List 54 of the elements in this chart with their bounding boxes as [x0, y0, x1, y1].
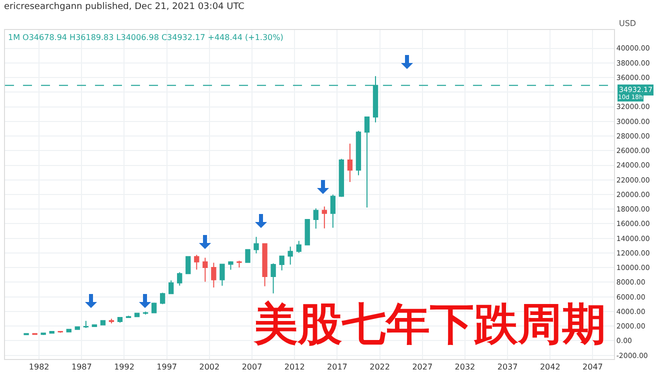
candlestick — [322, 206, 327, 229]
candlestick — [151, 302, 157, 314]
x-tick-label: 2017 — [327, 362, 348, 372]
candlestick — [304, 218, 310, 246]
chart-subtitle: ericresearchgann published, Dec 21, 2021 03:04 UTC — [4, 2, 244, 12]
x-tick-label: 2047 — [582, 362, 603, 372]
candlestick — [194, 254, 200, 270]
candlestick — [254, 236, 259, 254]
candlestick — [32, 332, 38, 336]
candlestick — [177, 272, 182, 286]
x-tick-label: 2037 — [497, 362, 518, 372]
candlestick — [220, 264, 225, 286]
x-tick-label: 2002 — [199, 362, 220, 372]
candlestick — [58, 330, 63, 334]
candlestick — [24, 332, 29, 336]
x-tick-label: 2007 — [242, 362, 262, 372]
candlestick — [108, 318, 114, 324]
x-tick-label: 1992 — [114, 362, 134, 372]
candlestick — [347, 143, 353, 182]
candlestick — [186, 256, 191, 275]
candlestick — [262, 243, 268, 287]
candlestick — [117, 317, 123, 324]
chart-title: 1M O34678.94 H36189.83 L34006.98 C34932.17 +448.44 (+1.30%) — [8, 33, 284, 42]
candlestick — [211, 262, 216, 288]
x-tick-label: 2027 — [412, 362, 433, 372]
x-tick-label: 1982 — [28, 362, 50, 372]
candlestick — [66, 328, 72, 333]
candlestick — [83, 320, 88, 329]
candlestick — [202, 257, 208, 282]
candlestick — [100, 320, 106, 326]
candlestick — [296, 240, 302, 254]
candlestick — [245, 248, 250, 264]
candlestick — [270, 262, 276, 294]
candlestick — [279, 255, 284, 271]
x-tick-label: 2042 — [540, 362, 560, 372]
candlestick — [168, 280, 174, 294]
candlestick — [228, 260, 234, 270]
annotation: 美股七年下跌周期 — [253, 299, 606, 350]
candlestick — [356, 130, 362, 176]
x-tick-label: 1997 — [156, 362, 178, 372]
x-tick-label: 2022 — [370, 362, 390, 372]
candlestick — [288, 246, 293, 266]
candlestick — [338, 158, 344, 198]
x-tick-label: 1987 — [71, 362, 92, 372]
candlestick — [236, 260, 242, 268]
candlestick — [160, 292, 166, 305]
candlestick — [40, 332, 46, 336]
x-tick-label: 2032 — [454, 362, 476, 372]
candlestick — [142, 311, 148, 315]
candlestick — [313, 208, 318, 230]
candlestick — [330, 194, 336, 228]
text: USD — [619, 19, 636, 28]
candlestick — [364, 116, 370, 208]
x-tick-label: 2012 — [284, 362, 305, 372]
